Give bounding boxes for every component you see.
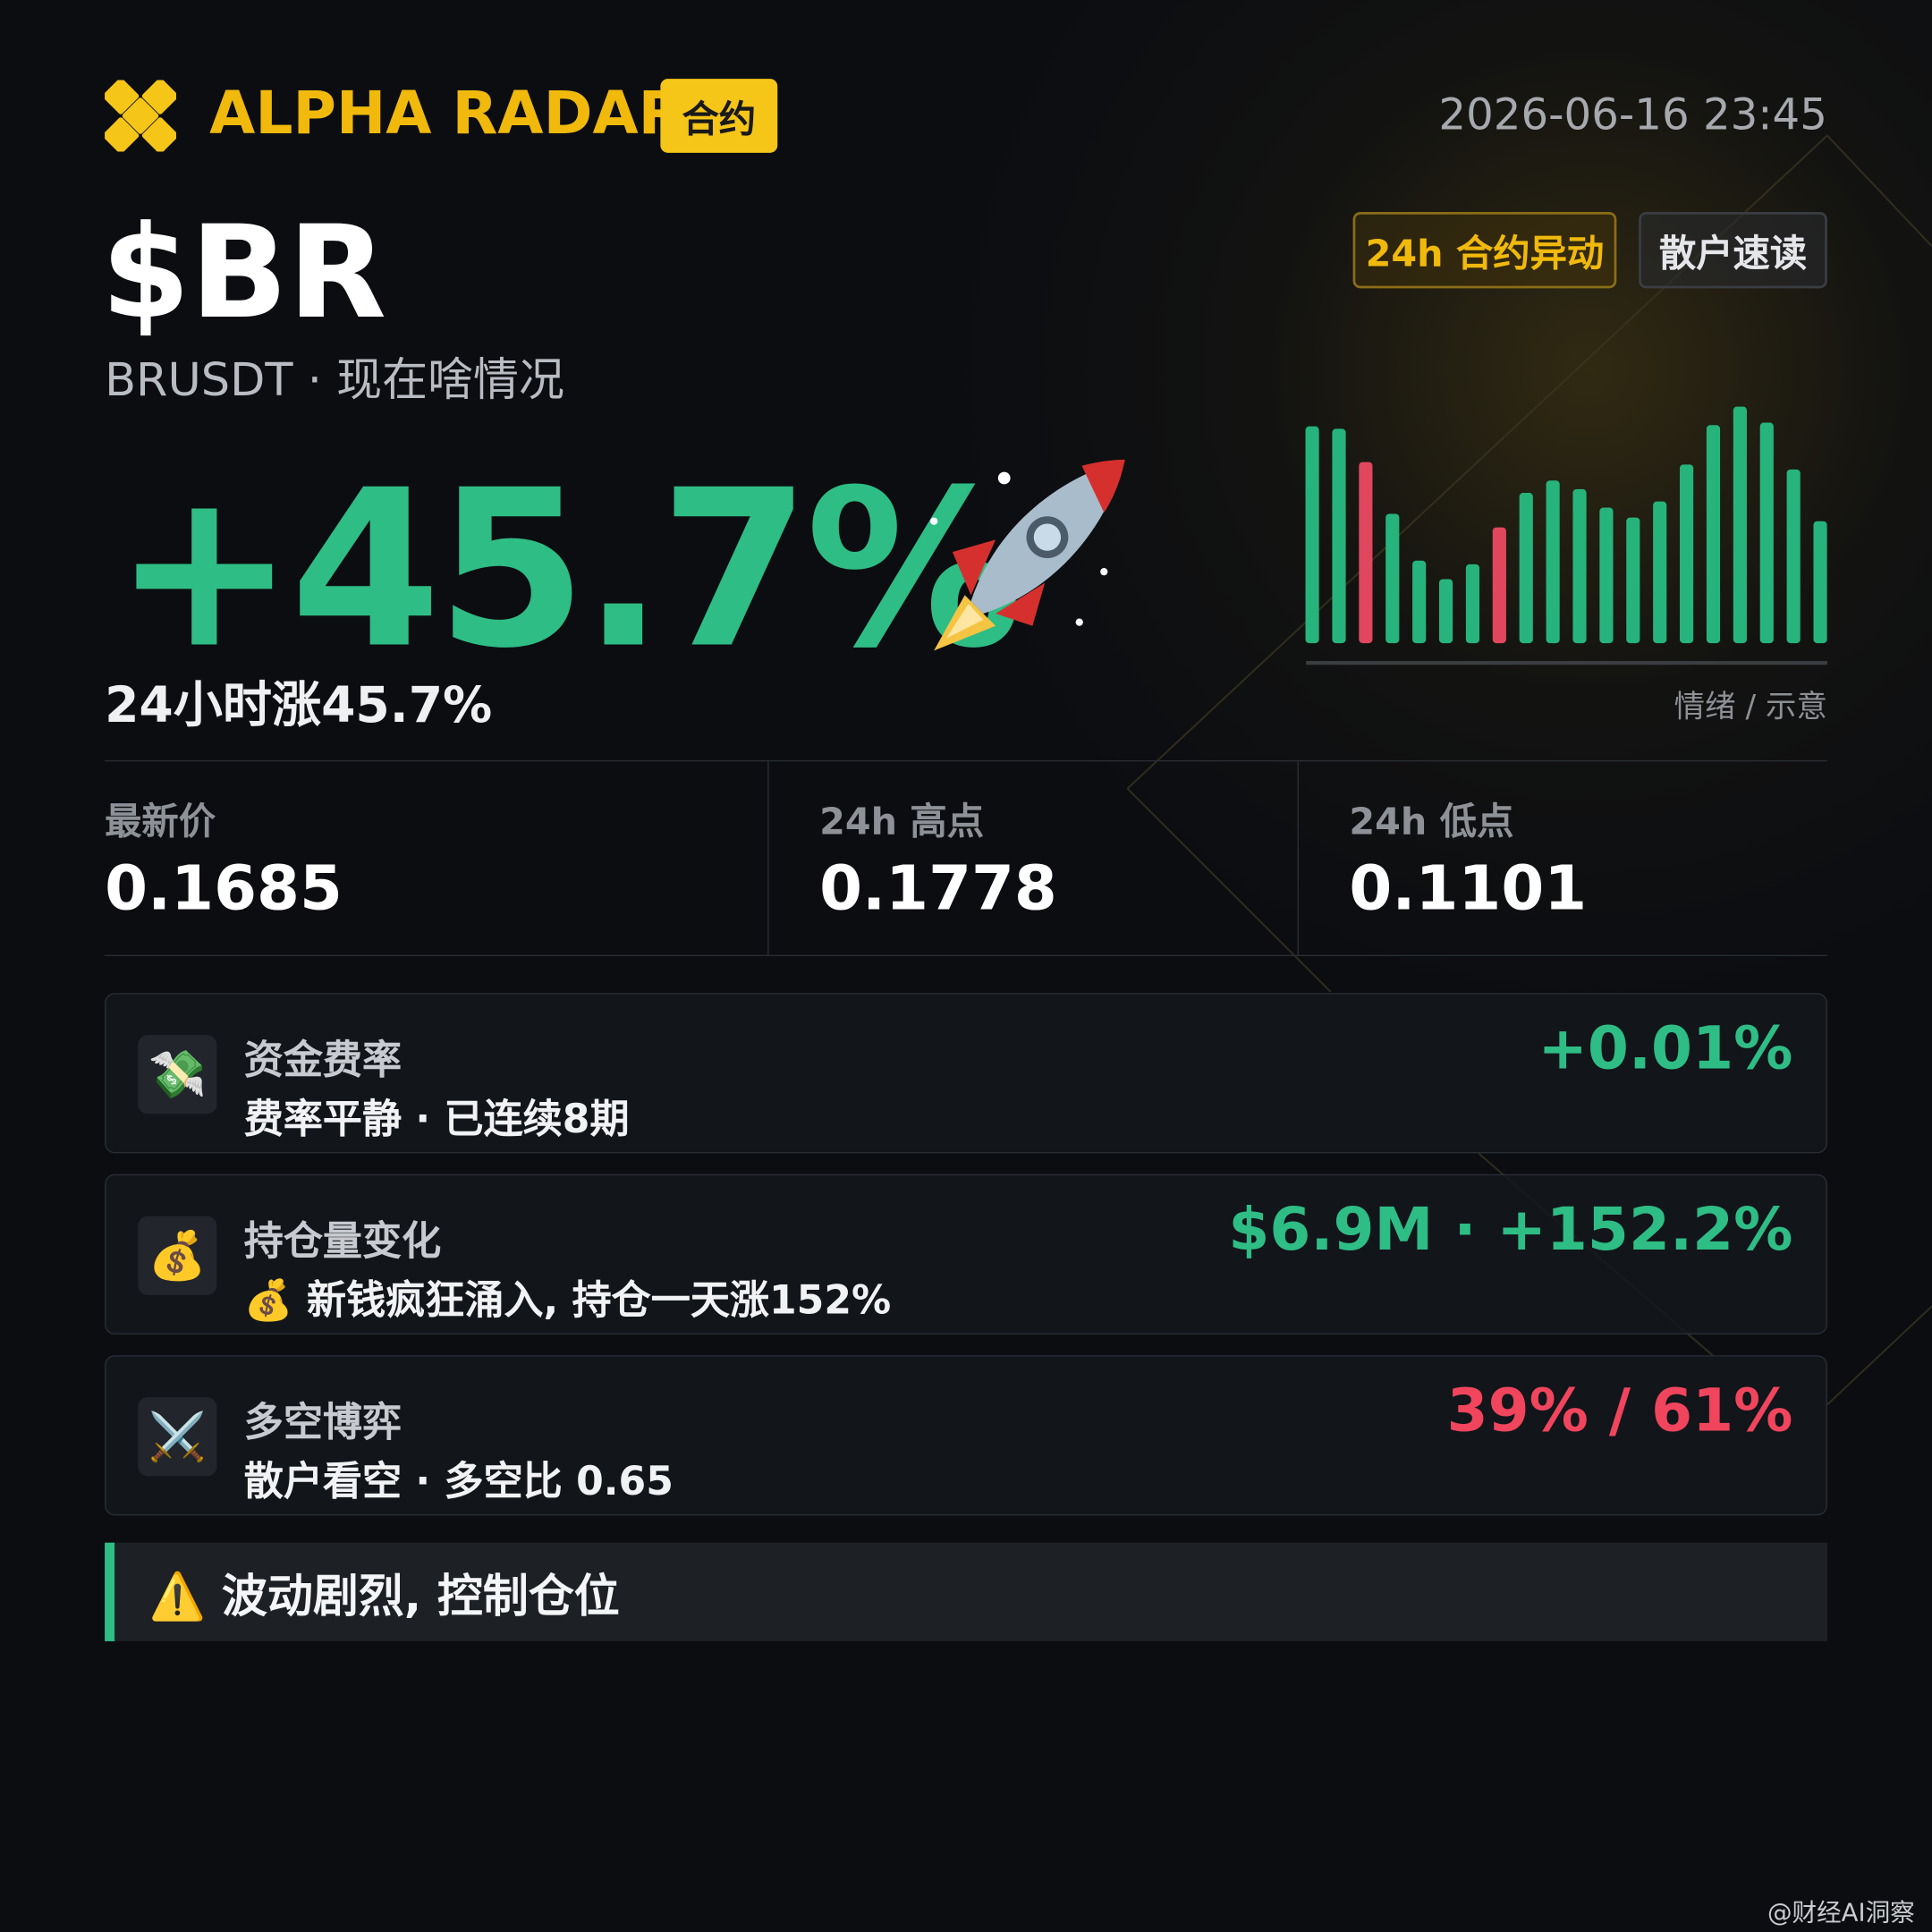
metric-value: $6.9M · +152.2%	[1228, 1195, 1793, 1265]
bar	[1412, 560, 1427, 644]
bar	[1626, 517, 1640, 644]
metric-value: +0.01%	[1538, 1013, 1793, 1083]
bar	[1465, 564, 1480, 644]
bar	[1332, 428, 1346, 644]
bar	[1759, 422, 1774, 644]
metric-icon: 💰	[138, 1216, 217, 1295]
timestamp: 2026-06-16 23:45	[1438, 90, 1827, 141]
divider	[105, 954, 1827, 956]
stat-value: 0.1778	[819, 852, 1057, 925]
bar	[1546, 480, 1560, 644]
bar	[1385, 513, 1400, 644]
metric-value: 39% / 61%	[1446, 1376, 1793, 1445]
metric-row: 💰 持仓量变化 💰 新钱疯狂涌入, 持仓一天涨152% $6.9M · +152…	[105, 1174, 1827, 1335]
stat-value: 0.1101	[1349, 852, 1588, 925]
metric-row: 💸 资金费率 费率平静 · 已连续8期 +0.01%	[105, 993, 1827, 1154]
metric-icon: 💸	[138, 1035, 217, 1114]
bar	[1359, 462, 1373, 644]
divider	[767, 759, 769, 955]
metric-subtitle: 费率平静 · 已连续8期	[243, 1095, 630, 1142]
stat-label: 24h 低点	[1349, 801, 1514, 844]
stat-value: 0.1685	[105, 852, 343, 925]
symbol: $BR	[100, 197, 387, 348]
bar	[1599, 507, 1614, 644]
tag: 散户速读	[1639, 211, 1827, 289]
watermark: @财经AI洞察	[1767, 1897, 1915, 1928]
pair: BRUSDT · 现在啥情况	[105, 353, 564, 407]
bar	[1438, 579, 1453, 644]
rocket	[930, 459, 1125, 651]
bar	[1786, 469, 1801, 644]
metric-title: 持仓量变化	[243, 1217, 442, 1265]
divider	[1297, 759, 1299, 955]
bar	[1680, 464, 1694, 644]
sentiment-chart	[1305, 406, 1827, 665]
chart-caption: 情绪 / 示意	[1674, 689, 1827, 724]
bar	[1305, 426, 1319, 644]
metric-icon: ⚔️	[138, 1397, 217, 1477]
bar	[1492, 527, 1506, 644]
divider	[105, 759, 1827, 762]
metric-subtitle: 💰 新钱疯狂涌入, 持仓一天涨152%	[243, 1276, 892, 1324]
change: +45.7%	[113, 443, 1023, 697]
bar	[1733, 406, 1747, 644]
bar	[1653, 501, 1667, 644]
metric-title: 资金费率	[243, 1036, 402, 1083]
bar	[1706, 425, 1721, 644]
bar	[1813, 521, 1827, 644]
stat-label: 24h 高点	[819, 801, 985, 844]
metric-title: 多空博弈	[243, 1398, 402, 1445]
warning: ⚠️ 波动剧烈, 控制仓位	[105, 1542, 1827, 1641]
stat-label: 最新价	[105, 801, 216, 844]
bar	[1572, 488, 1587, 644]
metric-subtitle: 散户看空 · 多空比 0.65	[243, 1457, 674, 1504]
bar	[1519, 493, 1533, 644]
logo	[105, 80, 176, 152]
metric-row: ⚔️ 多空博弈 散户看空 · 多空比 0.65 39% / 61%	[105, 1355, 1827, 1516]
change-caption: 24小时涨45.7%	[105, 677, 493, 735]
brand: ALPHA RADAR	[209, 79, 684, 148]
tag: 24h 合约异动	[1352, 211, 1617, 289]
badge: 合约	[660, 79, 778, 153]
